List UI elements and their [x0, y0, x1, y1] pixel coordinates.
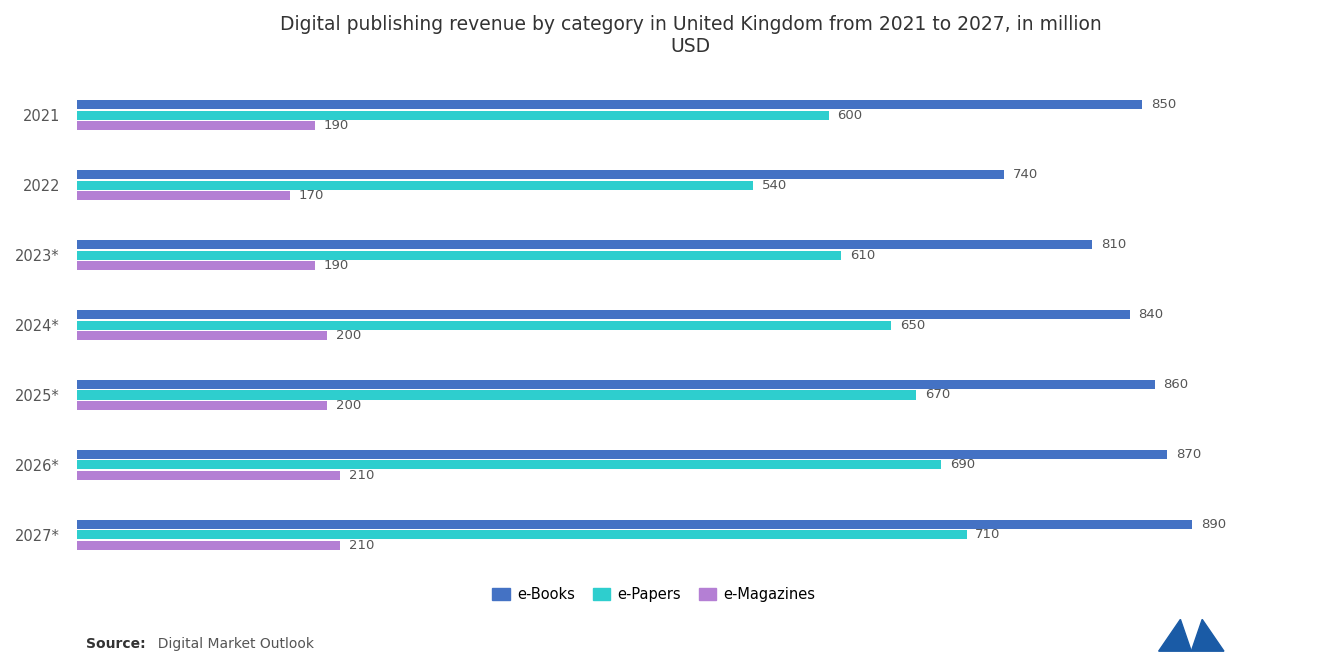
- Polygon shape: [1192, 619, 1224, 651]
- Bar: [77, 530, 966, 539]
- Text: 810: 810: [1101, 238, 1126, 251]
- Bar: [77, 111, 829, 120]
- Bar: [77, 170, 1005, 180]
- Text: 540: 540: [762, 179, 788, 192]
- Text: Digital Market Outlook: Digital Market Outlook: [149, 637, 314, 652]
- Text: 190: 190: [323, 120, 348, 132]
- Title: Digital publishing revenue by category in United Kingdom from 2021 to 2027, in m: Digital publishing revenue by category i…: [280, 15, 1102, 56]
- Text: 860: 860: [1163, 378, 1188, 391]
- Text: 170: 170: [298, 190, 323, 202]
- Polygon shape: [1159, 619, 1192, 651]
- Text: 670: 670: [925, 388, 950, 402]
- Bar: [77, 380, 1155, 389]
- Text: 200: 200: [337, 399, 362, 412]
- Bar: [77, 251, 841, 260]
- Bar: [77, 471, 339, 480]
- Text: 840: 840: [1138, 308, 1163, 321]
- Bar: [77, 541, 339, 550]
- Bar: [77, 321, 891, 330]
- Bar: [77, 181, 754, 190]
- Text: 200: 200: [337, 329, 362, 342]
- Bar: [77, 122, 314, 130]
- Text: 600: 600: [837, 109, 862, 122]
- Text: 890: 890: [1201, 518, 1226, 531]
- Text: 210: 210: [348, 469, 374, 482]
- Text: 210: 210: [348, 539, 374, 552]
- Bar: [77, 261, 314, 270]
- Bar: [77, 450, 1167, 459]
- Text: Source:: Source:: [86, 637, 145, 652]
- Text: 710: 710: [975, 528, 1001, 541]
- Bar: [77, 100, 1142, 110]
- Text: 740: 740: [1012, 168, 1038, 182]
- Bar: [77, 192, 289, 200]
- Bar: [77, 390, 916, 400]
- Bar: [77, 520, 1192, 529]
- Text: 190: 190: [323, 259, 348, 272]
- Bar: [77, 460, 941, 469]
- Bar: [77, 401, 327, 410]
- Text: 650: 650: [900, 319, 925, 332]
- Text: 690: 690: [950, 458, 975, 471]
- Bar: [77, 331, 327, 340]
- Bar: [77, 310, 1130, 319]
- Text: 870: 870: [1176, 448, 1201, 461]
- Text: 850: 850: [1151, 98, 1176, 112]
- Text: 610: 610: [850, 249, 875, 262]
- Legend: e-Books, e-Papers, e-Magazines: e-Books, e-Papers, e-Magazines: [487, 581, 821, 608]
- Bar: [77, 240, 1092, 249]
